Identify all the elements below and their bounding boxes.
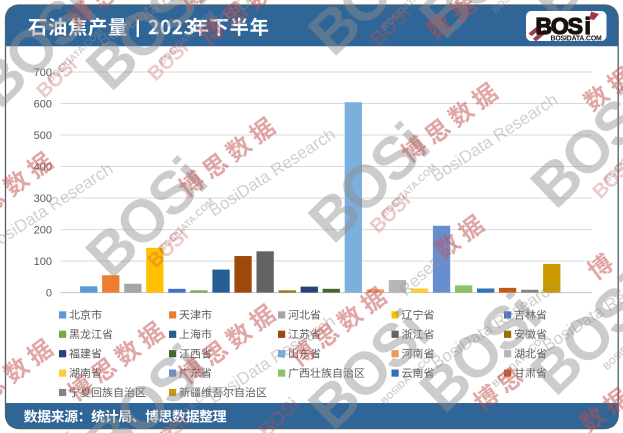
svg-text:i: i bbox=[585, 13, 591, 39]
svg-text:200: 200 bbox=[34, 225, 52, 237]
svg-text:0: 0 bbox=[46, 288, 52, 300]
svg-text:500: 500 bbox=[34, 130, 52, 142]
svg-text:BOS: BOS bbox=[536, 13, 583, 39]
svg-text:100: 100 bbox=[34, 256, 52, 268]
svg-text:BOSIDATA.COM: BOSIDATA.COM bbox=[551, 36, 603, 43]
